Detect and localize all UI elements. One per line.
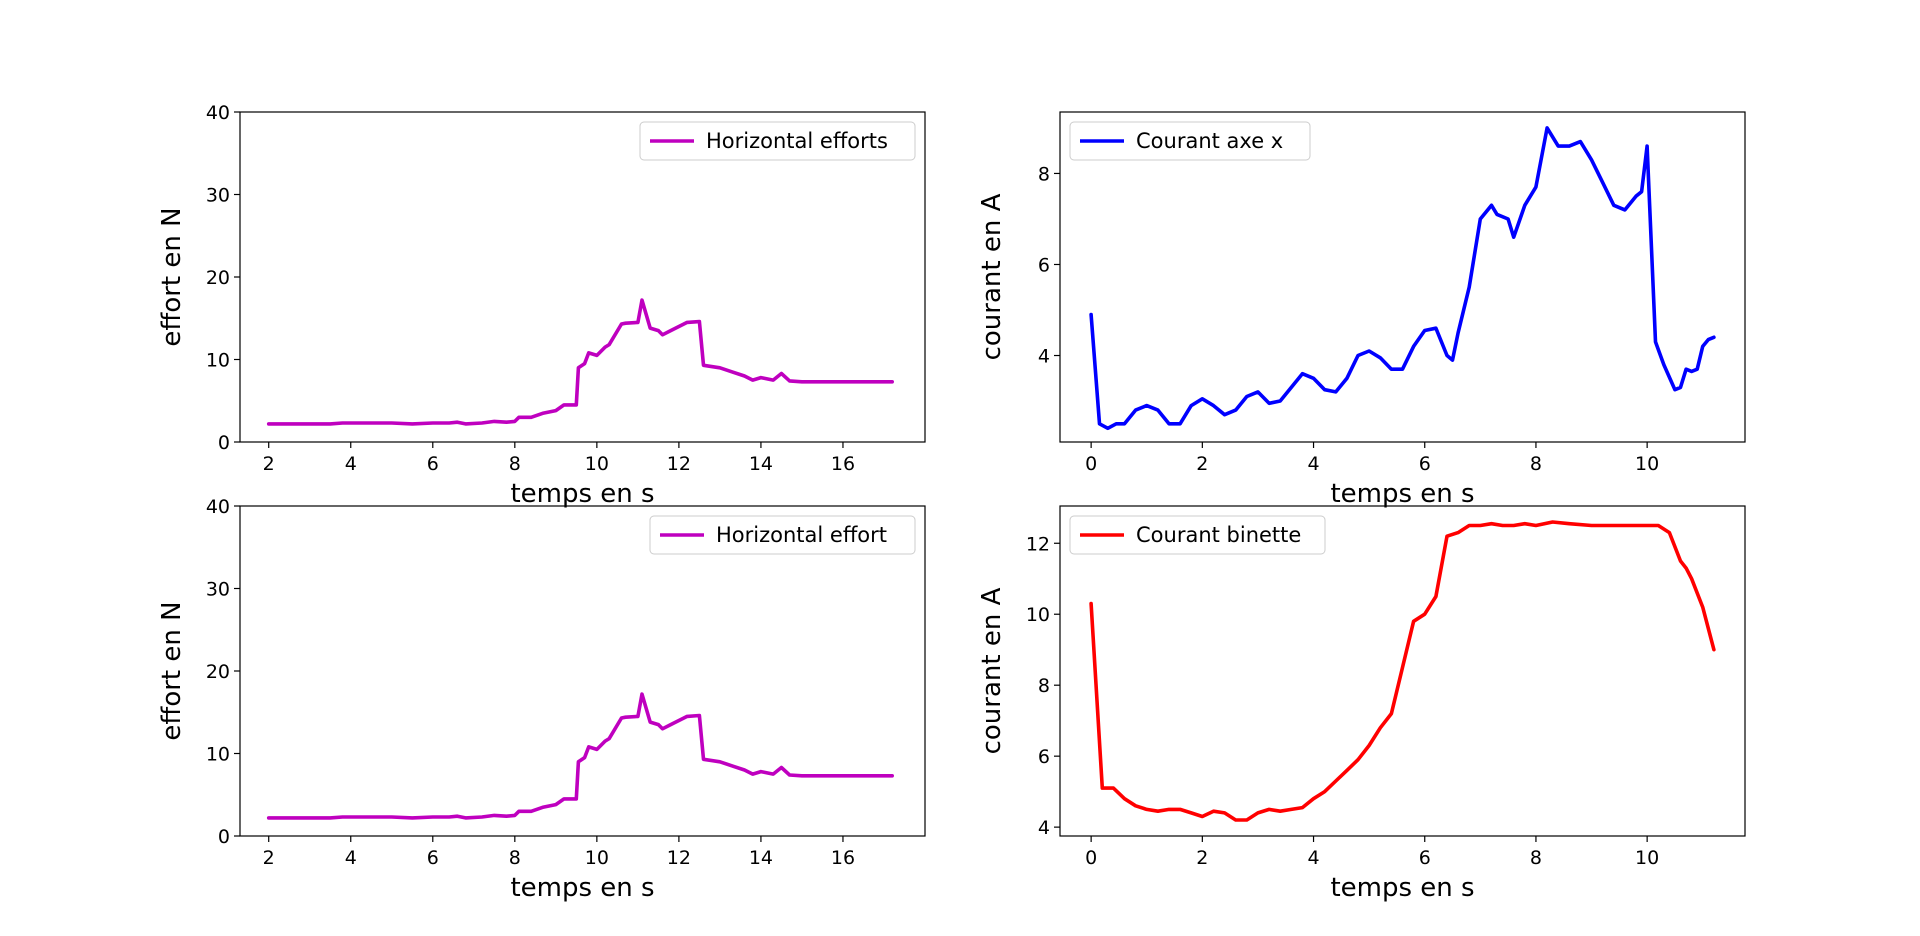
legend: Horizontal effort <box>649 515 916 555</box>
y-tick-label: 40 <box>206 102 230 124</box>
y-axis-label: effort en N <box>157 207 187 346</box>
x-tick-label: 4 <box>1307 453 1319 475</box>
x-tick-label: 4 <box>1307 847 1319 869</box>
x-tick-label: 6 <box>427 847 439 869</box>
series-line-0 <box>1089 126 1716 431</box>
series-line-0 <box>1089 520 1716 822</box>
x-axis-label: temps en s <box>510 479 654 509</box>
x-tick-label: 14 <box>749 847 773 869</box>
x-tick-label: 12 <box>667 453 691 475</box>
y-tick-label: 12 <box>1026 533 1050 555</box>
x-tick-label: 4 <box>345 453 357 475</box>
legend: Horizontal efforts <box>639 121 916 161</box>
y-tick-label: 40 <box>206 496 230 518</box>
y-tick-label: 10 <box>206 350 230 372</box>
x-tick-label: 6 <box>427 453 439 475</box>
y-tick-label: 6 <box>1038 254 1050 276</box>
axes-frame <box>1059 505 1746 837</box>
x-tick-label: 10 <box>585 847 609 869</box>
x-tick-label: 0 <box>1085 847 1097 869</box>
x-tick-label: 14 <box>749 453 773 475</box>
x-tick-label: 0 <box>1085 453 1097 475</box>
x-tick-label: 16 <box>831 453 855 475</box>
legend-label: Courant axe x <box>1136 129 1283 153</box>
chart-bottom-right: 0 2 4 6 8 10 4 6 8 10 12 temps en s courant en A Cour… <box>977 505 1746 903</box>
y-tick-label: 0 <box>218 432 230 454</box>
x-axis-label: temps en s <box>510 873 654 903</box>
y-tick-label: 30 <box>206 185 230 207</box>
y-tick-label: 0 <box>218 826 230 848</box>
x-tick-label: 12 <box>667 847 691 869</box>
series-line-0 <box>266 692 895 820</box>
y-axis-label: courant en A <box>977 193 1007 360</box>
chart-bottom-left: 2 4 6 8 10 12 14 16 0 10 20 30 40 temps en s effort en… <box>157 496 926 903</box>
legend: Courant binette <box>1069 515 1326 555</box>
legend-box <box>1069 515 1326 555</box>
y-tick-label: 30 <box>206 579 230 601</box>
legend-label: Courant binette <box>1136 523 1301 547</box>
axes-frame <box>239 505 926 837</box>
legend-label: Horizontal effort <box>716 523 887 547</box>
x-tick-label: 8 <box>1530 847 1542 869</box>
x-tick-label: 10 <box>585 453 609 475</box>
x-tick-label: 10 <box>1635 847 1659 869</box>
legend: Courant axe x <box>1069 121 1311 161</box>
x-tick-label: 2 <box>263 847 275 869</box>
axes-frame <box>1059 111 1746 443</box>
x-tick-label: 16 <box>831 847 855 869</box>
chart-top-left: 2 4 6 8 10 12 14 16 0 10 20 30 40 temps en s effort en… <box>157 102 926 509</box>
x-tick-label: 6 <box>1419 453 1431 475</box>
y-tick-label: 10 <box>206 744 230 766</box>
axes-frame <box>239 111 926 443</box>
x-tick-label: 8 <box>509 847 521 869</box>
x-tick-label: 2 <box>1196 847 1208 869</box>
y-tick-label: 4 <box>1038 817 1050 839</box>
legend-label: Horizontal efforts <box>706 129 888 153</box>
y-tick-label: 6 <box>1038 746 1050 768</box>
legend-box <box>1069 121 1311 161</box>
legend-box <box>649 515 916 555</box>
legend-box <box>639 121 916 161</box>
x-axis-label: temps en s <box>1330 873 1474 903</box>
y-axis-label: courant en A <box>977 587 1007 754</box>
y-tick-label: 8 <box>1038 163 1050 185</box>
chart-top-right: 0 2 4 6 8 10 4 6 8 temps en s courant en A Courant … <box>977 111 1746 509</box>
y-tick-label: 20 <box>206 661 230 683</box>
x-tick-label: 2 <box>1196 453 1208 475</box>
x-axis-label: temps en s <box>1330 479 1474 509</box>
series-line-0 <box>266 298 895 426</box>
x-tick-label: 8 <box>509 453 521 475</box>
y-tick-label: 8 <box>1038 675 1050 697</box>
x-tick-label: 8 <box>1530 453 1542 475</box>
y-tick-label: 4 <box>1038 346 1050 368</box>
x-tick-label: 6 <box>1419 847 1431 869</box>
x-tick-label: 2 <box>263 453 275 475</box>
y-tick-label: 10 <box>1026 604 1050 626</box>
y-axis-label: effort en N <box>157 601 187 740</box>
x-tick-label: 10 <box>1635 453 1659 475</box>
y-tick-label: 20 <box>206 267 230 289</box>
x-tick-label: 4 <box>345 847 357 869</box>
